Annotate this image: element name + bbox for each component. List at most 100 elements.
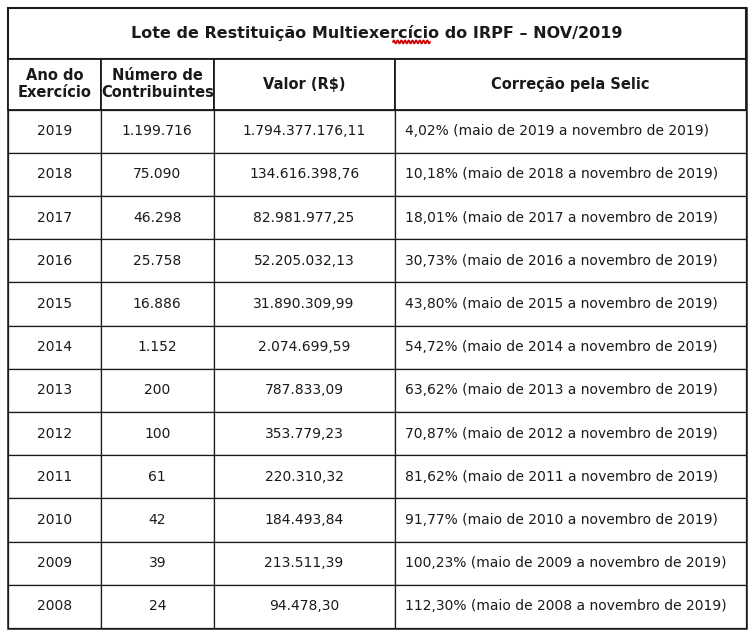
Text: 39: 39 xyxy=(149,556,166,570)
Text: 1.199.716: 1.199.716 xyxy=(122,124,192,138)
Text: 2012: 2012 xyxy=(37,427,72,441)
Text: 200: 200 xyxy=(144,384,170,398)
Text: 42: 42 xyxy=(149,513,166,527)
Bar xyxy=(394,542,746,585)
Bar xyxy=(8,326,101,369)
Text: 18,01% (maio de 2017 a novembro de 2019): 18,01% (maio de 2017 a novembro de 2019) xyxy=(405,211,718,225)
Text: 16.886: 16.886 xyxy=(133,297,182,311)
Bar xyxy=(8,8,746,59)
Bar xyxy=(394,239,746,282)
Text: 70,87% (maio de 2012 a novembro de 2019): 70,87% (maio de 2012 a novembro de 2019) xyxy=(405,427,717,441)
Bar xyxy=(394,153,746,196)
Text: 1.794.377.176,11: 1.794.377.176,11 xyxy=(243,124,366,138)
Text: 2009: 2009 xyxy=(37,556,72,570)
Text: 10,18% (maio de 2018 a novembro de 2019): 10,18% (maio de 2018 a novembro de 2019) xyxy=(405,167,718,181)
Bar xyxy=(213,153,394,196)
Bar xyxy=(8,196,101,239)
Text: 2014: 2014 xyxy=(37,340,72,354)
Text: 787.833,09: 787.833,09 xyxy=(265,384,344,398)
Bar xyxy=(101,326,213,369)
Bar xyxy=(101,412,213,455)
Text: 75.090: 75.090 xyxy=(133,167,182,181)
Bar xyxy=(213,369,394,412)
Bar xyxy=(213,196,394,239)
Bar xyxy=(394,282,746,326)
Bar xyxy=(213,326,394,369)
Text: 2008: 2008 xyxy=(37,599,72,613)
Bar xyxy=(213,585,394,628)
Bar xyxy=(394,326,746,369)
Text: 134.616.398,76: 134.616.398,76 xyxy=(249,167,359,181)
Bar xyxy=(101,499,213,542)
Bar xyxy=(394,455,746,499)
Text: 52.205.032,13: 52.205.032,13 xyxy=(253,254,354,268)
Text: 31.890.309,99: 31.890.309,99 xyxy=(253,297,355,311)
Text: 63,62% (maio de 2013 a novembro de 2019): 63,62% (maio de 2013 a novembro de 2019) xyxy=(405,384,718,398)
Bar xyxy=(8,412,101,455)
Text: 2011: 2011 xyxy=(37,470,72,484)
Bar xyxy=(101,282,213,326)
Text: 81,62% (maio de 2011 a novembro de 2019): 81,62% (maio de 2011 a novembro de 2019) xyxy=(405,470,718,484)
Bar xyxy=(213,239,394,282)
Text: 100: 100 xyxy=(144,427,170,441)
Bar xyxy=(101,59,213,109)
Bar xyxy=(8,369,101,412)
Text: Número de
Contribuintes: Número de Contribuintes xyxy=(101,68,213,100)
Text: 100,23% (maio de 2009 a novembro de 2019): 100,23% (maio de 2009 a novembro de 2019… xyxy=(405,556,726,570)
Bar xyxy=(394,196,746,239)
Bar xyxy=(394,585,746,628)
Text: 61: 61 xyxy=(149,470,166,484)
Text: 30,73% (maio de 2016 a novembro de 2019): 30,73% (maio de 2016 a novembro de 2019) xyxy=(405,254,717,268)
Text: 2010: 2010 xyxy=(37,513,72,527)
Bar xyxy=(213,59,394,109)
Text: 24: 24 xyxy=(149,599,166,613)
Text: 25.758: 25.758 xyxy=(133,254,182,268)
Text: 2017: 2017 xyxy=(37,211,72,225)
Text: 2015: 2015 xyxy=(37,297,72,311)
Bar xyxy=(101,153,213,196)
Bar xyxy=(8,499,101,542)
Text: 213.511,39: 213.511,39 xyxy=(265,556,344,570)
Text: 353.779,23: 353.779,23 xyxy=(265,427,344,441)
Text: 1.152: 1.152 xyxy=(137,340,177,354)
Bar xyxy=(8,153,101,196)
Bar xyxy=(394,499,746,542)
Text: 184.493,84: 184.493,84 xyxy=(265,513,344,527)
Bar xyxy=(213,109,394,153)
Bar xyxy=(8,282,101,326)
Bar xyxy=(101,196,213,239)
Bar xyxy=(101,369,213,412)
Bar xyxy=(8,109,101,153)
Bar xyxy=(8,542,101,585)
Bar xyxy=(394,109,746,153)
Bar xyxy=(394,369,746,412)
Bar xyxy=(101,585,213,628)
Text: 112,30% (maio de 2008 a novembro de 2019): 112,30% (maio de 2008 a novembro de 2019… xyxy=(405,599,726,613)
Text: 2.074.699,59: 2.074.699,59 xyxy=(258,340,351,354)
Text: Valor (R$): Valor (R$) xyxy=(263,77,345,92)
Bar xyxy=(8,585,101,628)
Text: Ano do
Exercício: Ano do Exercício xyxy=(17,68,91,100)
Bar xyxy=(101,109,213,153)
Bar xyxy=(394,412,746,455)
Text: 2018: 2018 xyxy=(37,167,72,181)
Text: 82.981.977,25: 82.981.977,25 xyxy=(253,211,354,225)
Text: 91,77% (maio de 2010 a novembro de 2019): 91,77% (maio de 2010 a novembro de 2019) xyxy=(405,513,718,527)
Bar xyxy=(213,542,394,585)
Text: 94.478,30: 94.478,30 xyxy=(269,599,339,613)
Text: 43,80% (maio de 2015 a novembro de 2019): 43,80% (maio de 2015 a novembro de 2019) xyxy=(405,297,717,311)
Text: 2013: 2013 xyxy=(37,384,72,398)
Text: 220.310,32: 220.310,32 xyxy=(265,470,344,484)
Text: Lote de Restituição Multiexercício do IRPF – NOV/2019: Lote de Restituição Multiexercício do IR… xyxy=(131,25,623,41)
Text: 4,02% (maio de 2019 a novembro de 2019): 4,02% (maio de 2019 a novembro de 2019) xyxy=(405,124,709,138)
Text: 2019: 2019 xyxy=(37,124,72,138)
Bar xyxy=(8,455,101,499)
Bar xyxy=(8,59,101,109)
Bar xyxy=(213,499,394,542)
Bar xyxy=(213,412,394,455)
Text: 54,72% (maio de 2014 a novembro de 2019): 54,72% (maio de 2014 a novembro de 2019) xyxy=(405,340,717,354)
Text: 2016: 2016 xyxy=(37,254,72,268)
Bar xyxy=(213,455,394,499)
Bar xyxy=(213,282,394,326)
Bar xyxy=(101,455,213,499)
